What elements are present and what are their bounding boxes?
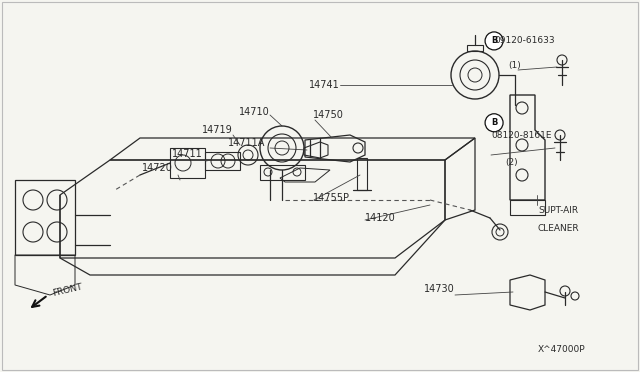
Text: 14741: 14741 [309,80,340,90]
Text: B: B [491,118,497,127]
Circle shape [485,32,503,50]
Text: 14720: 14720 [142,163,173,173]
Text: 14120: 14120 [365,213,396,223]
Text: 14710: 14710 [239,107,270,117]
Text: 14719: 14719 [202,125,233,135]
Text: X^47000P: X^47000P [538,346,586,355]
Text: 14711: 14711 [172,149,203,159]
Text: B: B [491,36,497,45]
Text: CLEANER: CLEANER [538,224,580,232]
Text: 08120-8161E: 08120-8161E [491,131,552,140]
Text: (1): (1) [508,61,521,70]
Text: 14711A: 14711A [228,138,265,148]
Text: 09120-61633: 09120-61633 [494,35,555,45]
Text: FRONT: FRONT [52,282,84,298]
Circle shape [485,114,503,132]
Text: 14755P: 14755P [313,193,350,203]
Text: 14750: 14750 [313,110,344,120]
Text: SUPT-AIR: SUPT-AIR [538,205,578,215]
Text: 14730: 14730 [424,284,455,294]
Text: (2): (2) [505,157,518,167]
